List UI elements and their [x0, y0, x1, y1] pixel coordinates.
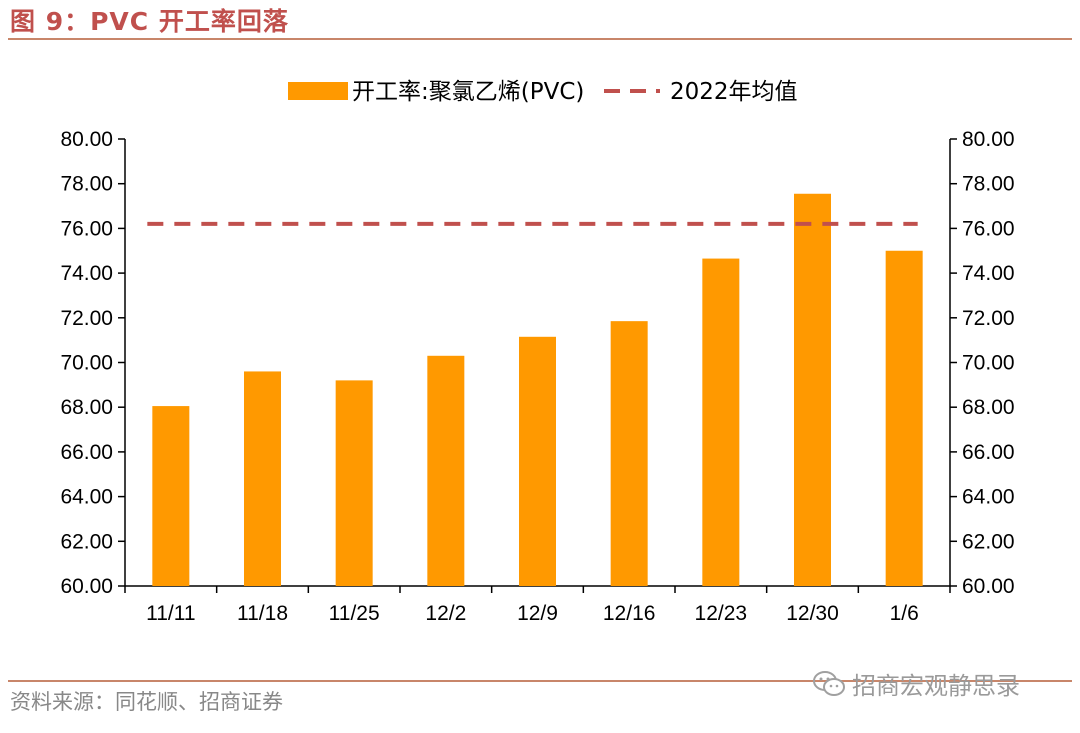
- chart: 开工率:聚氯乙烯(PVC) 2022年均值 60.00 62.00 64.00 66.…: [60, 79, 1014, 625]
- y-tick-label-right: 76.00: [962, 217, 1015, 240]
- bar: [427, 355, 465, 586]
- y-tick-label-right: 68.00: [962, 396, 1015, 419]
- y-tick-label-right: 62.00: [962, 530, 1015, 553]
- x-axis-labels: 11/11 11/18 11/25 12/2 12/9 12/16 12/23 12/30 1/…: [146, 602, 919, 625]
- watermark: 招商宏观静思录: [812, 666, 1020, 701]
- wechat-icon: [813, 670, 845, 696]
- y-tick-label-right: 66.00: [962, 441, 1015, 464]
- x-tick-label: 12/2: [425, 602, 466, 625]
- y-tick-label-right: 70.00: [962, 352, 1015, 375]
- x-tick-label: 12/30: [786, 602, 839, 625]
- top-divider: [8, 38, 1072, 40]
- y-tick-label-right: 72.00: [962, 307, 1015, 330]
- bar: [794, 193, 831, 586]
- bar: [335, 380, 373, 586]
- bar: [519, 336, 556, 586]
- x-tick-label: 12/23: [695, 602, 748, 625]
- bar: [244, 371, 281, 586]
- x-tick-label: 12/9: [517, 602, 558, 625]
- y-tick-label-left: 68.00: [60, 396, 113, 419]
- bar: [702, 258, 740, 586]
- x-tick-label: 12/16: [603, 602, 656, 625]
- watermark-text: 招商宏观静思录: [852, 672, 1020, 700]
- y-tick-label-left: 78.00: [60, 173, 113, 196]
- legend-swatch-bar: [288, 82, 348, 100]
- y-tick-label-left: 70.00: [60, 352, 113, 375]
- bar: [152, 406, 190, 586]
- y-tick-label-right: 74.00: [962, 262, 1015, 285]
- legend: 开工率:聚氯乙烯(PVC) 2022年均值: [288, 79, 798, 105]
- axes: 60.00 62.00 64.00 66.00 68.00 70.00 72.00 74.00…: [60, 128, 1014, 598]
- y-tick-label-right: 80.00: [962, 128, 1015, 151]
- y-tick-label-left: 80.00: [60, 128, 113, 151]
- y-tick-label-right: 64.00: [962, 486, 1015, 509]
- bottom-divider: [8, 680, 1072, 682]
- x-tick-label: 1/6: [890, 602, 919, 625]
- legend-label-bar: 开工率:聚氯乙烯(PVC): [352, 79, 584, 105]
- figure-title: 图 9：PVC 开工率回落: [10, 7, 289, 36]
- y-tick-label-left: 66.00: [60, 441, 113, 464]
- y-tick-label-left: 76.00: [60, 217, 113, 240]
- y-tick-label-right: 78.00: [962, 173, 1015, 196]
- x-tick-label: 11/18: [237, 602, 288, 625]
- x-tick-label: 11/25: [329, 602, 380, 625]
- y-tick-label-left: 62.00: [60, 530, 113, 553]
- y-tick-label-left: 60.00: [60, 575, 113, 598]
- bar-series: [152, 193, 923, 586]
- y-tick-label-left: 72.00: [60, 307, 113, 330]
- bar: [885, 250, 923, 586]
- x-tick-label: 11/11: [146, 602, 195, 625]
- bar: [610, 321, 648, 586]
- legend-label-line: 2022年均值: [670, 79, 798, 105]
- source-note: 资料来源：同花顺、招商证券: [10, 690, 283, 714]
- y-tick-label-right: 60.00: [962, 575, 1015, 598]
- y-tick-label-left: 64.00: [60, 486, 113, 509]
- y-tick-label-left: 74.00: [60, 262, 113, 285]
